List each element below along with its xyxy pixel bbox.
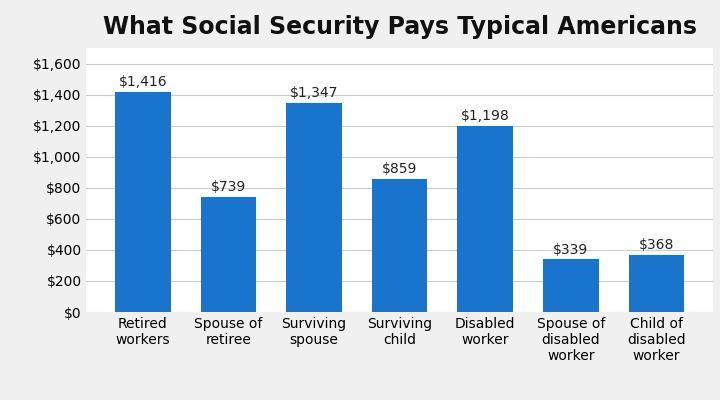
Bar bbox=[629, 255, 684, 312]
Text: $339: $339 bbox=[553, 242, 588, 256]
Bar bbox=[543, 259, 599, 312]
Bar bbox=[286, 103, 342, 312]
Text: $1,198: $1,198 bbox=[461, 109, 510, 123]
Bar bbox=[115, 92, 171, 312]
Text: $859: $859 bbox=[382, 162, 418, 176]
Text: $1,416: $1,416 bbox=[118, 75, 167, 89]
Bar bbox=[372, 179, 428, 312]
Text: $739: $739 bbox=[211, 180, 246, 194]
Bar bbox=[457, 126, 513, 312]
Bar bbox=[200, 197, 256, 312]
Text: $1,347: $1,347 bbox=[289, 86, 338, 100]
Text: $368: $368 bbox=[639, 238, 674, 252]
Title: What Social Security Pays Typical Americans: What Social Security Pays Typical Americ… bbox=[102, 15, 696, 39]
